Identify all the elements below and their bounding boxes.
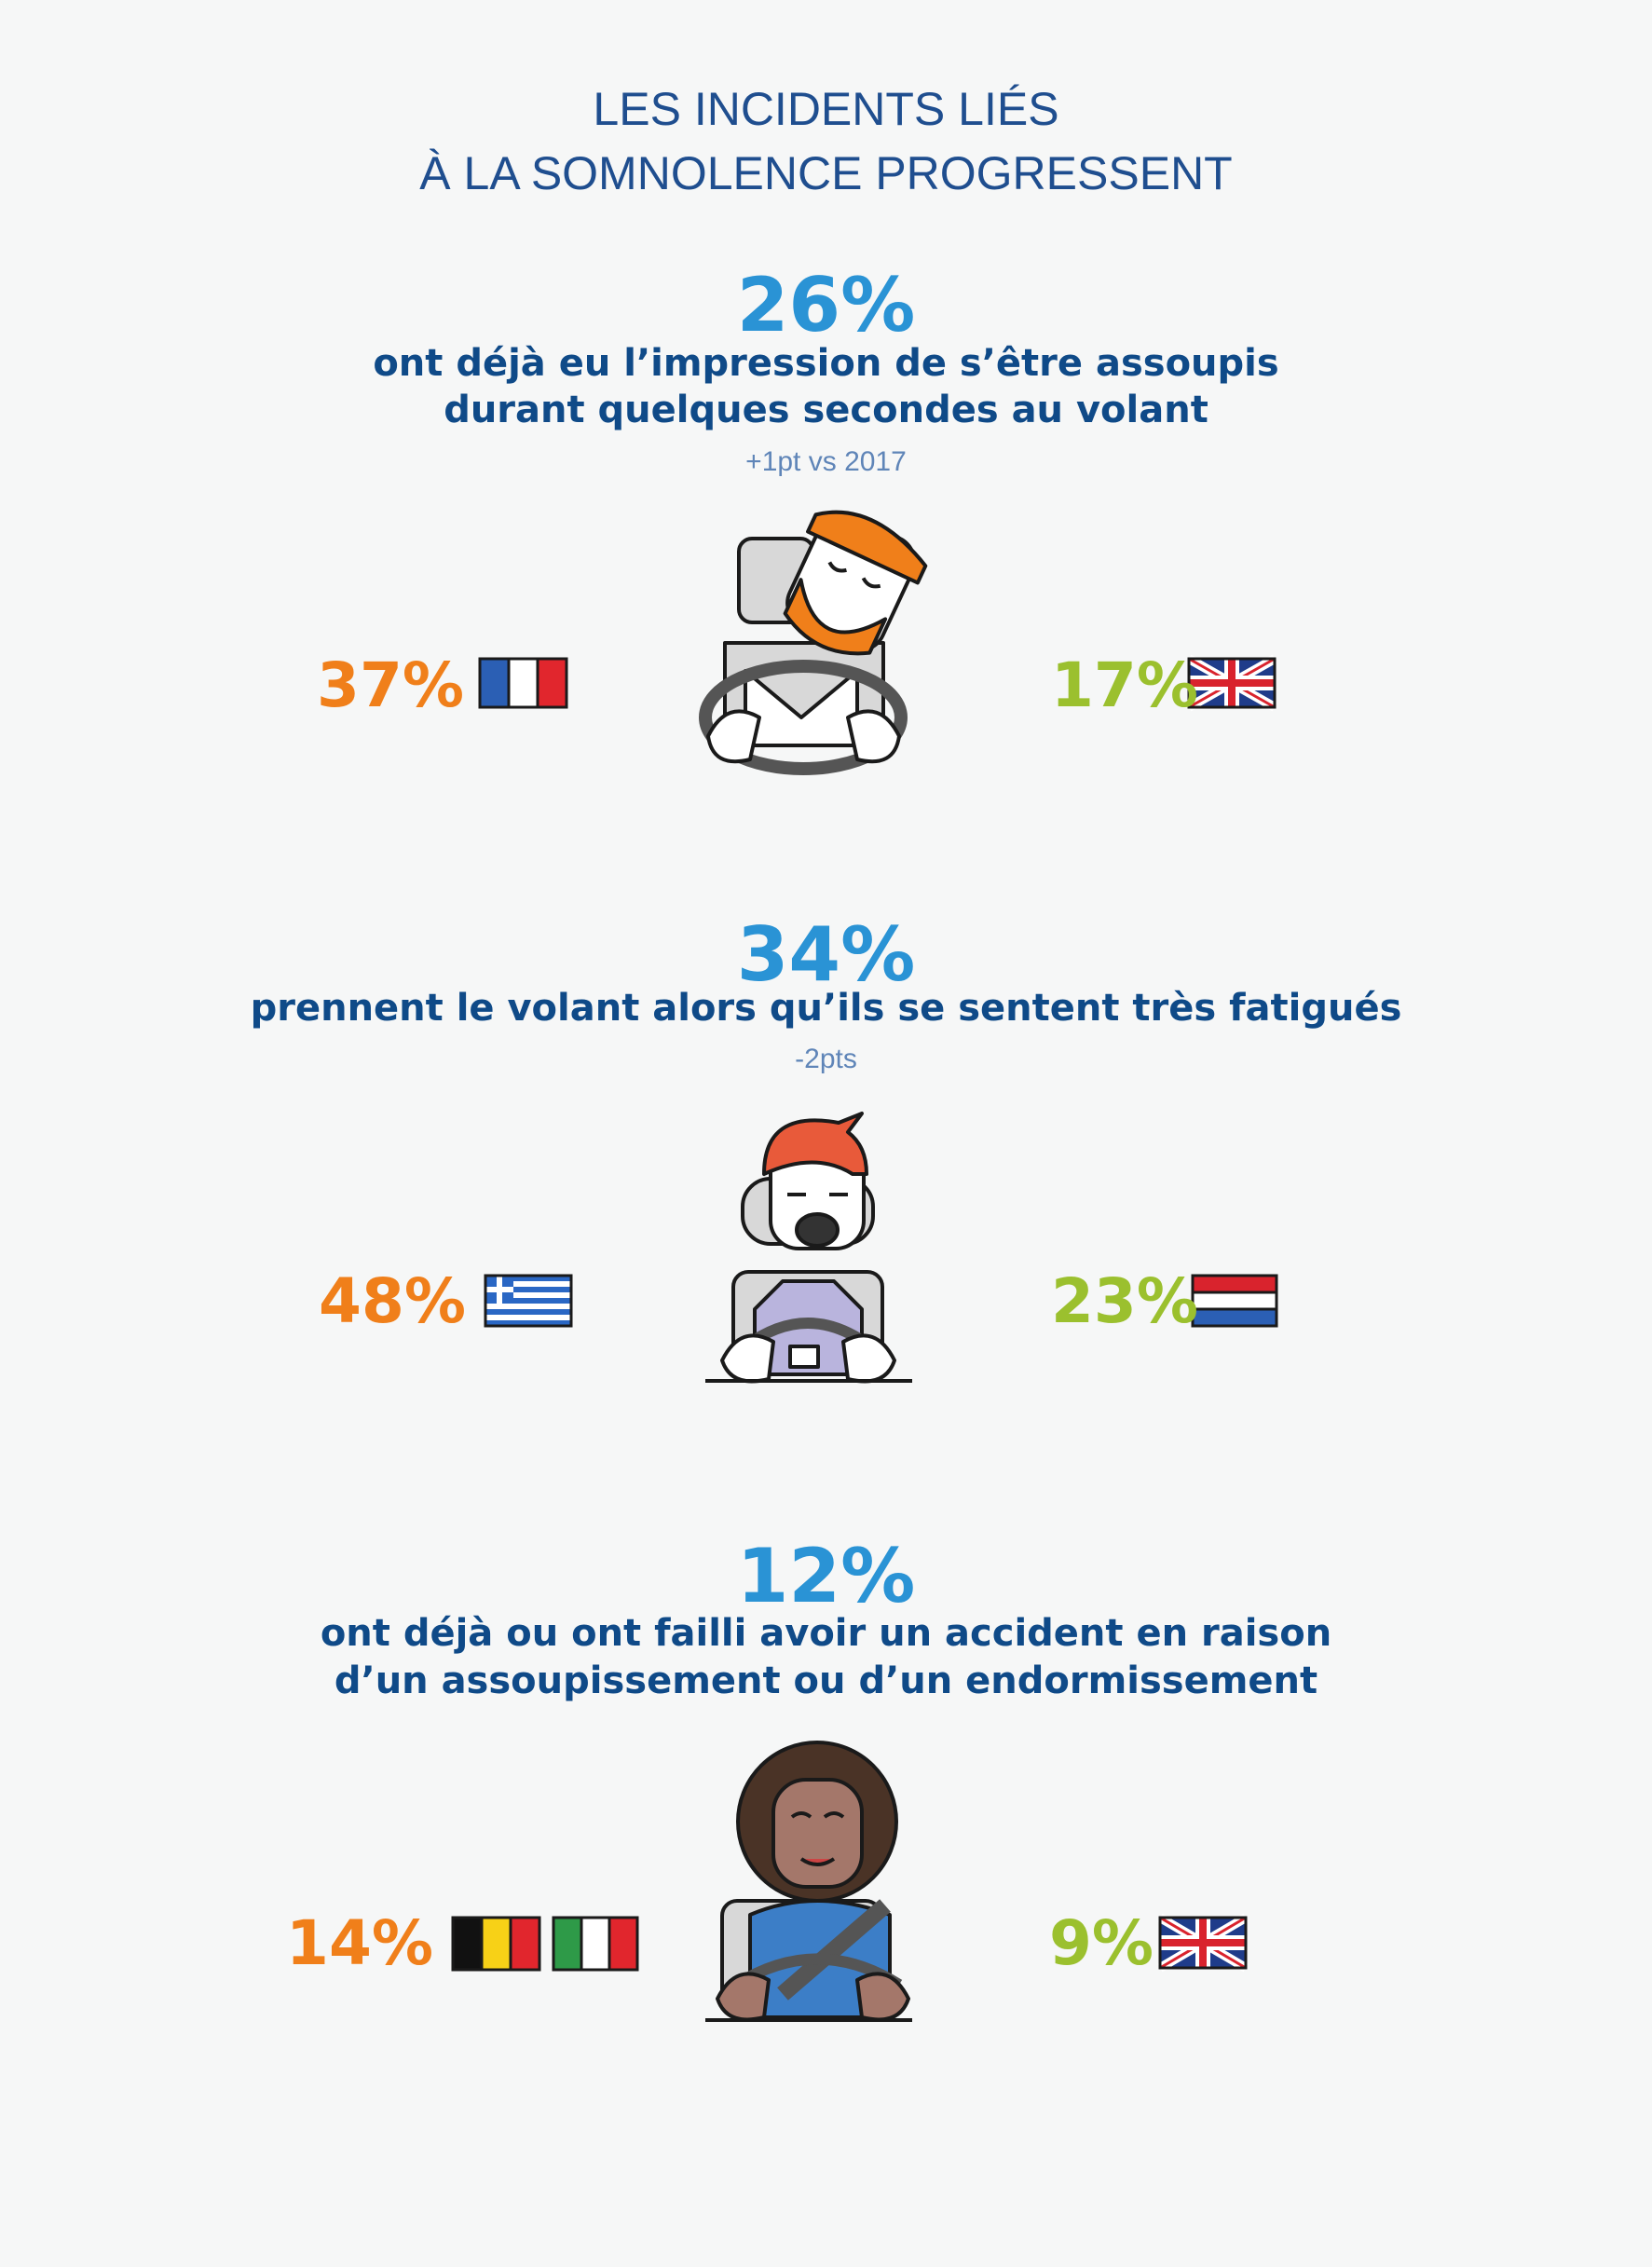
left-value: 48%	[319, 1265, 466, 1337]
driver-illustration	[705, 1112, 912, 1384]
description: d’un assoupissement ou d’un endormisseme…	[334, 1659, 1318, 1702]
right-value: 17%	[1051, 649, 1198, 721]
title-line: LES INCIDENTS LIÉS	[593, 83, 1059, 135]
left-value: 37%	[317, 649, 464, 721]
stat: 34%	[736, 911, 916, 998]
flags	[451, 654, 1278, 1973]
left-value: 14%	[286, 1907, 433, 1979]
driver-illustration	[705, 1741, 912, 2022]
right-value: 23%	[1051, 1265, 1198, 1337]
description: ont déjà ou ont failli avoir un accident…	[320, 1612, 1332, 1655]
description: ont déjà eu l’impression de s’être assou…	[373, 342, 1279, 385]
description: prennent le volant alors qu’ils se sente…	[250, 987, 1402, 1030]
note: +1pt vs 2017	[745, 446, 907, 477]
title-line: À LA SOMNOLENCE PROGRESSENT	[419, 147, 1233, 199]
right-value: 9%	[1049, 1907, 1154, 1979]
stat: 12%	[736, 1533, 916, 1619]
note: -2pts	[795, 1044, 857, 1074]
driver-illustration	[699, 510, 928, 775]
description: durant quelques secondes au volant	[444, 389, 1208, 431]
stat: 26%	[736, 262, 916, 348]
